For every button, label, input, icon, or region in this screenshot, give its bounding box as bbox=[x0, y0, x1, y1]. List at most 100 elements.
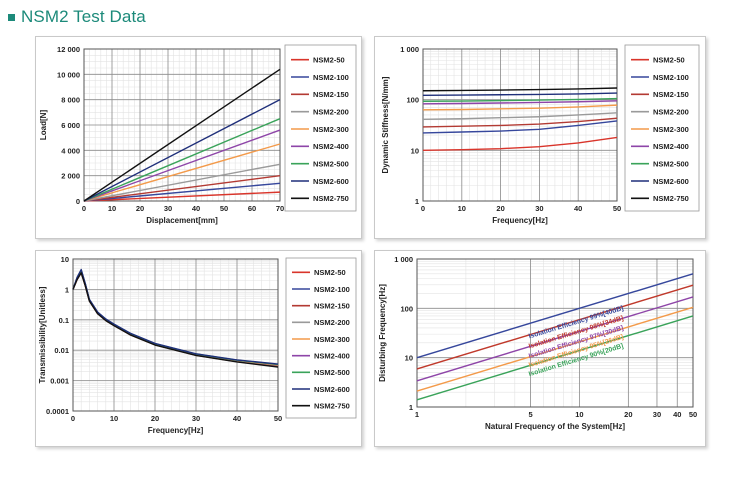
y-tick-label: 8 000 bbox=[61, 96, 80, 105]
y-tick-label: 100 bbox=[400, 304, 413, 313]
y-tick-label: 0.0001 bbox=[46, 407, 69, 416]
legend-entry: NSM2-750 bbox=[313, 194, 349, 203]
series-line-nsm2-600 bbox=[83, 99, 281, 202]
series-line-isolation-efficiency-97-30db- bbox=[416, 296, 694, 382]
y-tick-label: 4 000 bbox=[61, 146, 80, 155]
legend-entry: NSM2-50 bbox=[314, 268, 346, 277]
x-tick-label: 50 bbox=[689, 410, 697, 419]
series-line-nsm2-200 bbox=[83, 163, 281, 202]
x-tick-label: 20 bbox=[151, 414, 159, 423]
stiffness-chart-panel: 1 10 100 1 000 0 10 20 30 40 50 Frequency[Hz] Dynam… bbox=[374, 36, 706, 239]
x-tick-label: 10 bbox=[110, 414, 118, 423]
x-tick-label: 40 bbox=[673, 410, 681, 419]
y-tick-label: 1 bbox=[415, 197, 419, 206]
y-tick-label: 10 bbox=[411, 146, 419, 155]
y-tick-label: 1 bbox=[409, 403, 413, 412]
series-line-nsm2-150 bbox=[83, 174, 281, 202]
x-tick-label: 50 bbox=[613, 204, 621, 213]
x-tick-label: 60 bbox=[248, 204, 256, 213]
legend: NSM2-50 NSM2-100 NSM2-150 NSM2-200 NSM2-300 N… bbox=[624, 44, 700, 212]
x-axis-label: Displacement[mm] bbox=[146, 216, 218, 225]
legend-entry: NSM2-500 bbox=[313, 159, 349, 168]
series-line-nsm2-500 bbox=[422, 97, 618, 102]
plot-area-border bbox=[83, 48, 281, 202]
legend-entry: NSM2-50 bbox=[313, 55, 345, 64]
x-tick-label: 10 bbox=[575, 410, 583, 419]
x-tick-label: 20 bbox=[136, 204, 144, 213]
x-tick-label: 30 bbox=[192, 414, 200, 423]
y-tick-label: 12 000 bbox=[57, 45, 80, 54]
legend-entry: NSM2-600 bbox=[313, 177, 349, 186]
x-tick-label: 40 bbox=[574, 204, 582, 213]
legend-entry: NSM2-750 bbox=[653, 194, 689, 203]
legend-entry: NSM2-600 bbox=[653, 177, 689, 186]
legend-entry: NSM2-400 bbox=[313, 142, 349, 151]
y-tick-label: 0.1 bbox=[59, 316, 69, 325]
y-tick-label: 10 bbox=[405, 354, 413, 363]
plot-area-border bbox=[422, 48, 618, 202]
legend-entry: NSM2-400 bbox=[653, 142, 689, 151]
legend-entry: NSM2-50 bbox=[653, 55, 685, 64]
series-line-isolation-efficiency-99-40db- bbox=[416, 273, 694, 359]
isolation-chart-panel: 1 10 100 1 000 1 5 10 20 30 40 50 Natural Frequency… bbox=[374, 250, 706, 447]
y-tick-label: 100 bbox=[406, 96, 419, 105]
legend-entry: NSM2-150 bbox=[653, 90, 689, 99]
series-line-nsm2-600 bbox=[422, 92, 618, 96]
legend-entry: NSM2-200 bbox=[313, 107, 349, 116]
legend-box bbox=[624, 44, 700, 212]
legend-entry: NSM2-100 bbox=[653, 73, 689, 82]
series-line-nsm2-200 bbox=[422, 112, 618, 120]
x-tick-label: 20 bbox=[496, 204, 504, 213]
y-tick-label: 0 bbox=[76, 197, 80, 206]
series-line-nsm2-300 bbox=[422, 104, 618, 111]
x-tick-label: 0 bbox=[82, 204, 86, 213]
isolation-chart: 1 10 100 1 000 1 5 10 20 30 40 50 Natural Frequency… bbox=[378, 255, 697, 431]
page-title: NSM2 Test Data bbox=[8, 6, 146, 28]
y-tick-label: 2 000 bbox=[61, 172, 80, 181]
x-tick-label: 5 bbox=[528, 410, 532, 419]
x-tick-label: 10 bbox=[458, 204, 466, 213]
y-tick-label: 0.01 bbox=[54, 346, 69, 355]
series-line-nsm2-400 bbox=[83, 129, 281, 202]
legend-box bbox=[285, 257, 357, 419]
legend-entry: NSM2-100 bbox=[313, 73, 349, 82]
series-line-nsm2-400 bbox=[422, 100, 618, 105]
grid-lines bbox=[416, 258, 694, 408]
y-tick-label: 10 bbox=[61, 255, 69, 264]
x-tick-label: 40 bbox=[192, 204, 200, 213]
legend-box bbox=[284, 44, 357, 212]
y-tick-label: 0.001 bbox=[50, 377, 69, 386]
page-title-text: NSM2 Test Data bbox=[21, 7, 146, 26]
load-chart: 0 2 000 4 000 6 000 8 000 10 000 12 000 0 10 20 30… bbox=[39, 44, 357, 225]
legend-entry: NSM2-300 bbox=[314, 335, 350, 344]
series-line-nsm2-750 bbox=[83, 68, 281, 202]
y-axis-label: Dynamic Stiffness[N/mm] bbox=[381, 76, 390, 173]
stiffness-chart: 1 10 100 1 000 0 10 20 30 40 50 Frequency[Hz] Dynam… bbox=[381, 44, 700, 225]
series-line-isolation-efficiency-98-34db- bbox=[416, 284, 694, 370]
series-line-nsm2-100 bbox=[83, 182, 281, 202]
title-bullet-square bbox=[8, 13, 15, 21]
x-axis-label: Natural Frequency of the System[Hz] bbox=[485, 422, 625, 431]
x-axis-label: Frequency[Hz] bbox=[492, 216, 548, 225]
x-tick-label: 0 bbox=[421, 204, 425, 213]
legend-entry: NSM2-600 bbox=[314, 385, 350, 394]
grid-lines bbox=[83, 48, 281, 202]
x-tick-label: 50 bbox=[220, 204, 228, 213]
series-line-nsm2-750 bbox=[72, 272, 279, 368]
legend: NSM2-50 NSM2-100 NSM2-150 NSM2-200 NSM2-300 N… bbox=[284, 44, 357, 212]
series-group bbox=[83, 68, 281, 202]
legend-entry: NSM2-500 bbox=[653, 159, 689, 168]
legend-entry: NSM2-200 bbox=[314, 318, 350, 327]
x-tick-label: 20 bbox=[624, 410, 632, 419]
series-line-nsm2-500 bbox=[83, 118, 281, 202]
series-line-isolation-efficiency-90-20db- bbox=[416, 315, 694, 401]
x-tick-label: 10 bbox=[108, 204, 116, 213]
legend-entry: NSM2-300 bbox=[313, 125, 349, 134]
y-tick-label: 10 000 bbox=[57, 70, 80, 79]
plot-area-border bbox=[72, 258, 279, 412]
series-group bbox=[422, 87, 618, 152]
legend-entry: NSM2-400 bbox=[314, 351, 350, 360]
y-tick-label: 1 000 bbox=[400, 45, 419, 54]
x-tick-label: 0 bbox=[71, 414, 75, 423]
y-tick-label: 6 000 bbox=[61, 121, 80, 130]
